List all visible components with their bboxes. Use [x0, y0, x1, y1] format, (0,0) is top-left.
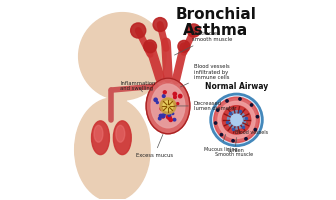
Circle shape: [227, 111, 246, 129]
Circle shape: [218, 101, 255, 138]
Text: Bronchial
Asthma: Bronchial Asthma: [175, 7, 256, 38]
Text: Blood vessels: Blood vessels: [235, 122, 268, 135]
Circle shape: [214, 122, 217, 124]
Circle shape: [220, 134, 223, 136]
Circle shape: [245, 138, 247, 140]
Circle shape: [162, 115, 165, 118]
Ellipse shape: [146, 78, 190, 134]
Text: Normal Airway: Normal Airway: [205, 82, 268, 91]
Circle shape: [222, 106, 251, 134]
Circle shape: [173, 103, 176, 106]
Circle shape: [167, 115, 170, 119]
Text: Decreased
lumen diameter: Decreased lumen diameter: [175, 101, 237, 111]
Text: Mucous lining: Mucous lining: [204, 134, 238, 152]
Text: Contracted
smooth muscle: Contracted smooth muscle: [174, 31, 232, 55]
Circle shape: [239, 98, 241, 100]
Circle shape: [159, 117, 161, 120]
Circle shape: [163, 101, 173, 111]
Text: Lumen: Lumen: [227, 138, 244, 153]
Circle shape: [161, 114, 165, 118]
Circle shape: [163, 91, 166, 94]
Circle shape: [162, 95, 165, 97]
Circle shape: [164, 113, 166, 115]
Circle shape: [79, 13, 166, 100]
Circle shape: [174, 96, 176, 98]
Circle shape: [160, 98, 176, 114]
Circle shape: [256, 116, 259, 118]
Ellipse shape: [113, 121, 131, 155]
Circle shape: [187, 24, 200, 37]
Text: Blood vessels
infiltrated by
immune cells: Blood vessels infiltrated by immune cell…: [180, 64, 229, 87]
Circle shape: [232, 140, 234, 142]
Circle shape: [178, 40, 190, 52]
Circle shape: [178, 94, 182, 98]
Circle shape: [250, 104, 253, 106]
Circle shape: [131, 23, 146, 38]
Circle shape: [217, 109, 219, 111]
Circle shape: [168, 114, 171, 116]
Circle shape: [177, 103, 179, 105]
Text: Inflammation
and swelling: Inflammation and swelling: [120, 81, 156, 92]
Circle shape: [168, 116, 171, 119]
Circle shape: [173, 92, 176, 96]
Circle shape: [153, 18, 167, 31]
Ellipse shape: [75, 98, 150, 200]
Circle shape: [144, 40, 157, 53]
Text: Excess mucus: Excess mucus: [135, 134, 173, 158]
Ellipse shape: [116, 125, 125, 142]
Ellipse shape: [91, 121, 110, 155]
Circle shape: [254, 128, 256, 131]
Text: Smooth muscle: Smooth muscle: [215, 140, 254, 157]
Circle shape: [231, 114, 242, 126]
Circle shape: [154, 98, 157, 101]
Circle shape: [226, 100, 228, 102]
Circle shape: [214, 97, 259, 143]
Circle shape: [156, 102, 158, 104]
Circle shape: [211, 94, 262, 146]
Circle shape: [174, 96, 176, 99]
Circle shape: [169, 118, 172, 121]
Circle shape: [172, 113, 174, 115]
Ellipse shape: [151, 84, 185, 128]
Circle shape: [159, 114, 162, 117]
Circle shape: [160, 107, 164, 110]
Circle shape: [173, 118, 176, 121]
Polygon shape: [111, 88, 126, 100]
Ellipse shape: [94, 125, 103, 142]
